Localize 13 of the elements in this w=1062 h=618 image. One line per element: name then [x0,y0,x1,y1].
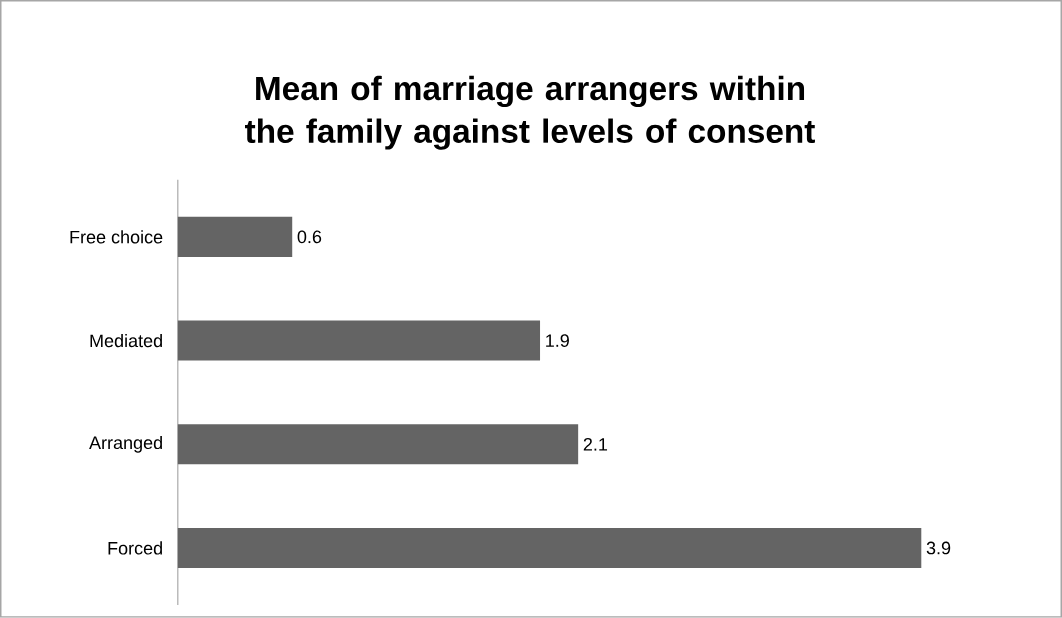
data-label: 3.9 [926,541,951,555]
bar [177,216,293,257]
bar [177,320,541,361]
y-tick-label: Mediated [90,334,162,348]
y-tick-label: Free choice [70,230,163,244]
data-label: 1.9 [546,334,569,348]
chart-title: Mean of marriage arrangers within the family against levels of consent [245,75,815,150]
y-tick-label: Forced [108,541,162,555]
bar [177,424,579,465]
y-tick-label: Arranged [89,435,162,453]
data-label: 2.1 [583,438,608,451]
data-label: 0.6 [297,230,322,244]
bar [177,528,922,569]
